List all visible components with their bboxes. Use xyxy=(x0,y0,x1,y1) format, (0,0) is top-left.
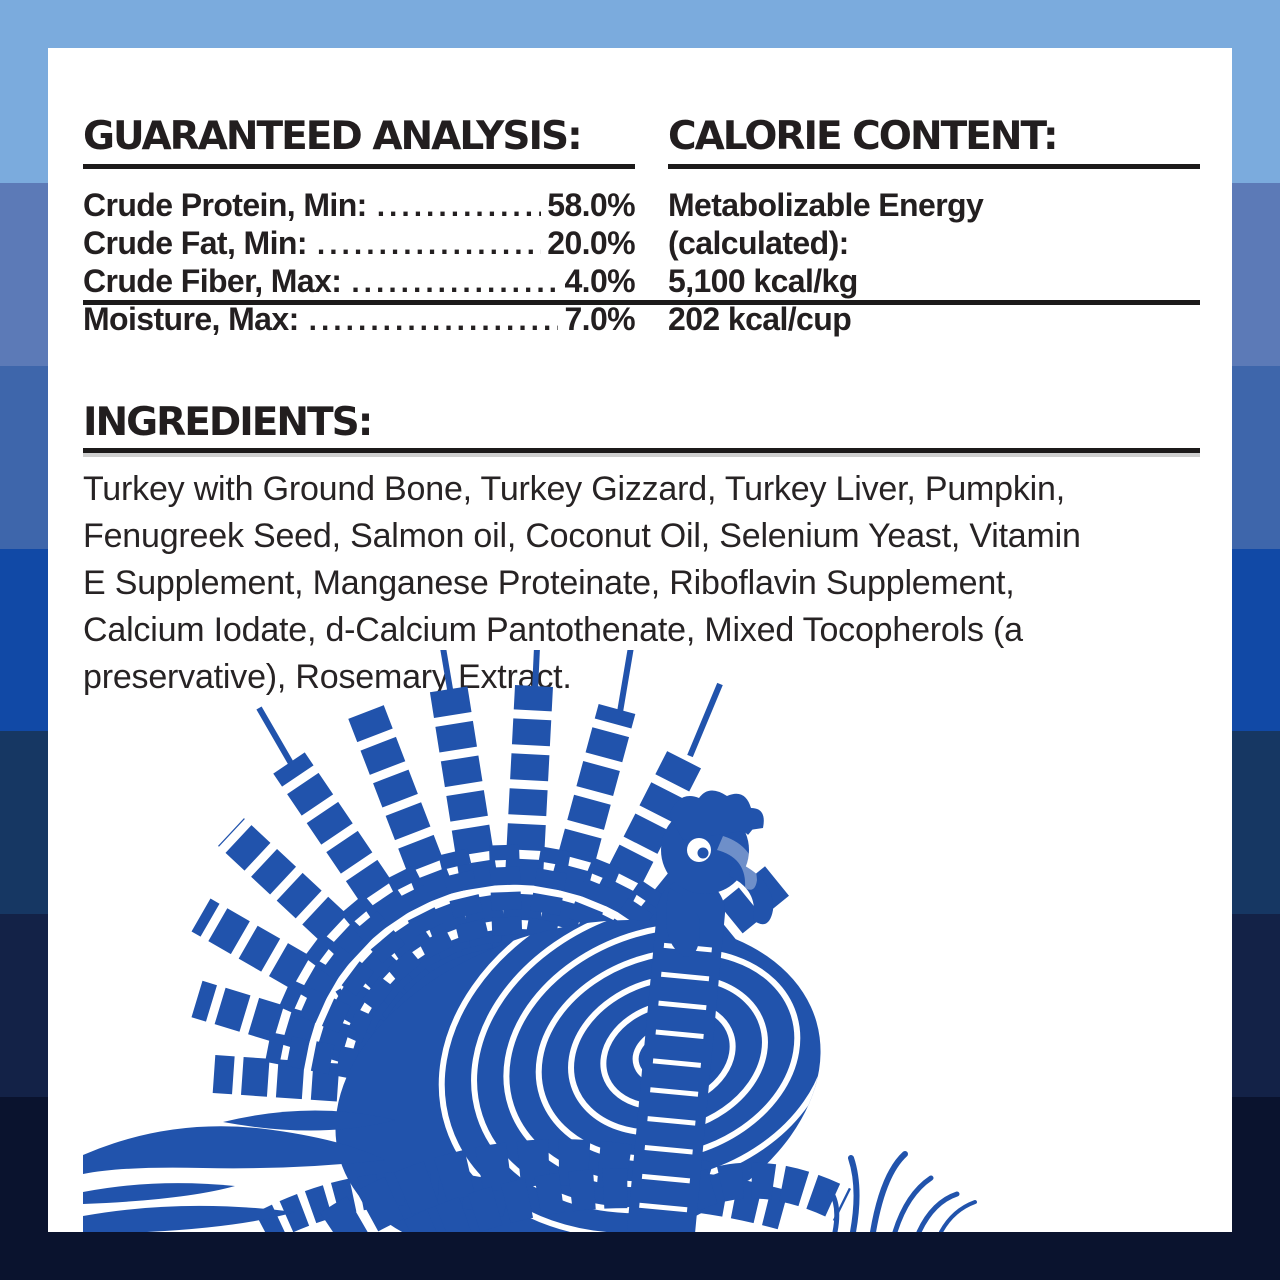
analysis-value: 7.0% xyxy=(564,301,635,337)
calorie-line: 5,100 kcal/kg xyxy=(668,263,858,299)
analysis-rows: Crude Protein, Min: ....................… xyxy=(83,186,636,338)
ingredients-line: Turkey with Ground Bone, Turkey Gizzard,… xyxy=(83,470,1065,508)
snood-highlight xyxy=(717,836,757,890)
label-content: GUARANTEED ANALYSIS: Crude Protein, Min:… xyxy=(83,48,1200,1232)
analysis-label: Crude Fat, Min: xyxy=(83,225,307,261)
analysis-row: Crude Fiber, Max: ......................… xyxy=(83,262,636,300)
calorie-line: Metabolizable Energy xyxy=(668,187,984,223)
guaranteed-analysis-title: GUARANTEED ANALYSIS: xyxy=(83,114,583,159)
dot-leader: ........................................… xyxy=(376,190,542,223)
dot-leader: ........................................… xyxy=(316,228,541,261)
analysis-label: Crude Fiber, Max: xyxy=(83,263,342,299)
grass-tuft xyxy=(828,1151,977,1232)
calorie-content-underline xyxy=(668,164,1200,169)
calorie-lines: Metabolizable Energy (calculated): 5,100… xyxy=(668,186,1200,338)
ingredients-line: preservative), Rosemary Extract. xyxy=(83,658,572,696)
label-panel: GUARANTEED ANALYSIS: Crude Protein, Min:… xyxy=(48,48,1232,1232)
calorie-content-title: CALORIE CONTENT: xyxy=(668,114,1059,159)
tail-feathers-inner xyxy=(265,844,704,1089)
ingredients-line: E Supplement, Manganese Proteinate, Ribo… xyxy=(83,564,1015,602)
analysis-label: Moisture, Max: xyxy=(83,301,299,337)
beak xyxy=(729,860,774,925)
calorie-line: (calculated): xyxy=(668,225,849,261)
turkey-neck xyxy=(627,878,725,1232)
analysis-row: Crude Protein, Min: ....................… xyxy=(83,186,636,224)
section-divider xyxy=(83,300,1200,305)
dot-leader: ........................................… xyxy=(308,304,559,337)
analysis-row: Moisture, Max: .........................… xyxy=(83,300,636,338)
ingredients-paragraph: Turkey with Ground Bone, Turkey Gizzard,… xyxy=(83,466,1200,701)
turkey-illustration xyxy=(83,650,983,1232)
analysis-value: 4.0% xyxy=(564,263,635,299)
ingredients-line: Calcium Iodate, d-Calcium Pantothenate, … xyxy=(83,611,1023,649)
analysis-row: Crude Fat, Min: ........................… xyxy=(83,224,636,262)
analysis-value: 20.0% xyxy=(547,225,635,261)
wing-feathers xyxy=(83,1110,395,1232)
dot-leader: ........................................… xyxy=(351,266,559,299)
wattle xyxy=(666,888,700,957)
calorie-line: 202 kcal/cup xyxy=(668,301,852,337)
ingredients-line: Fenugreek Seed, Salmon oil, Coconut Oil,… xyxy=(83,517,1081,555)
analysis-value: 58.0% xyxy=(547,187,635,223)
guaranteed-analysis-underline xyxy=(83,164,635,169)
analysis-label: Crude Protein, Min: xyxy=(83,187,367,223)
ingredients-title: INGREDIENTS: xyxy=(83,400,373,445)
ingredients-underline xyxy=(83,448,1200,453)
turkey-head xyxy=(661,790,774,957)
